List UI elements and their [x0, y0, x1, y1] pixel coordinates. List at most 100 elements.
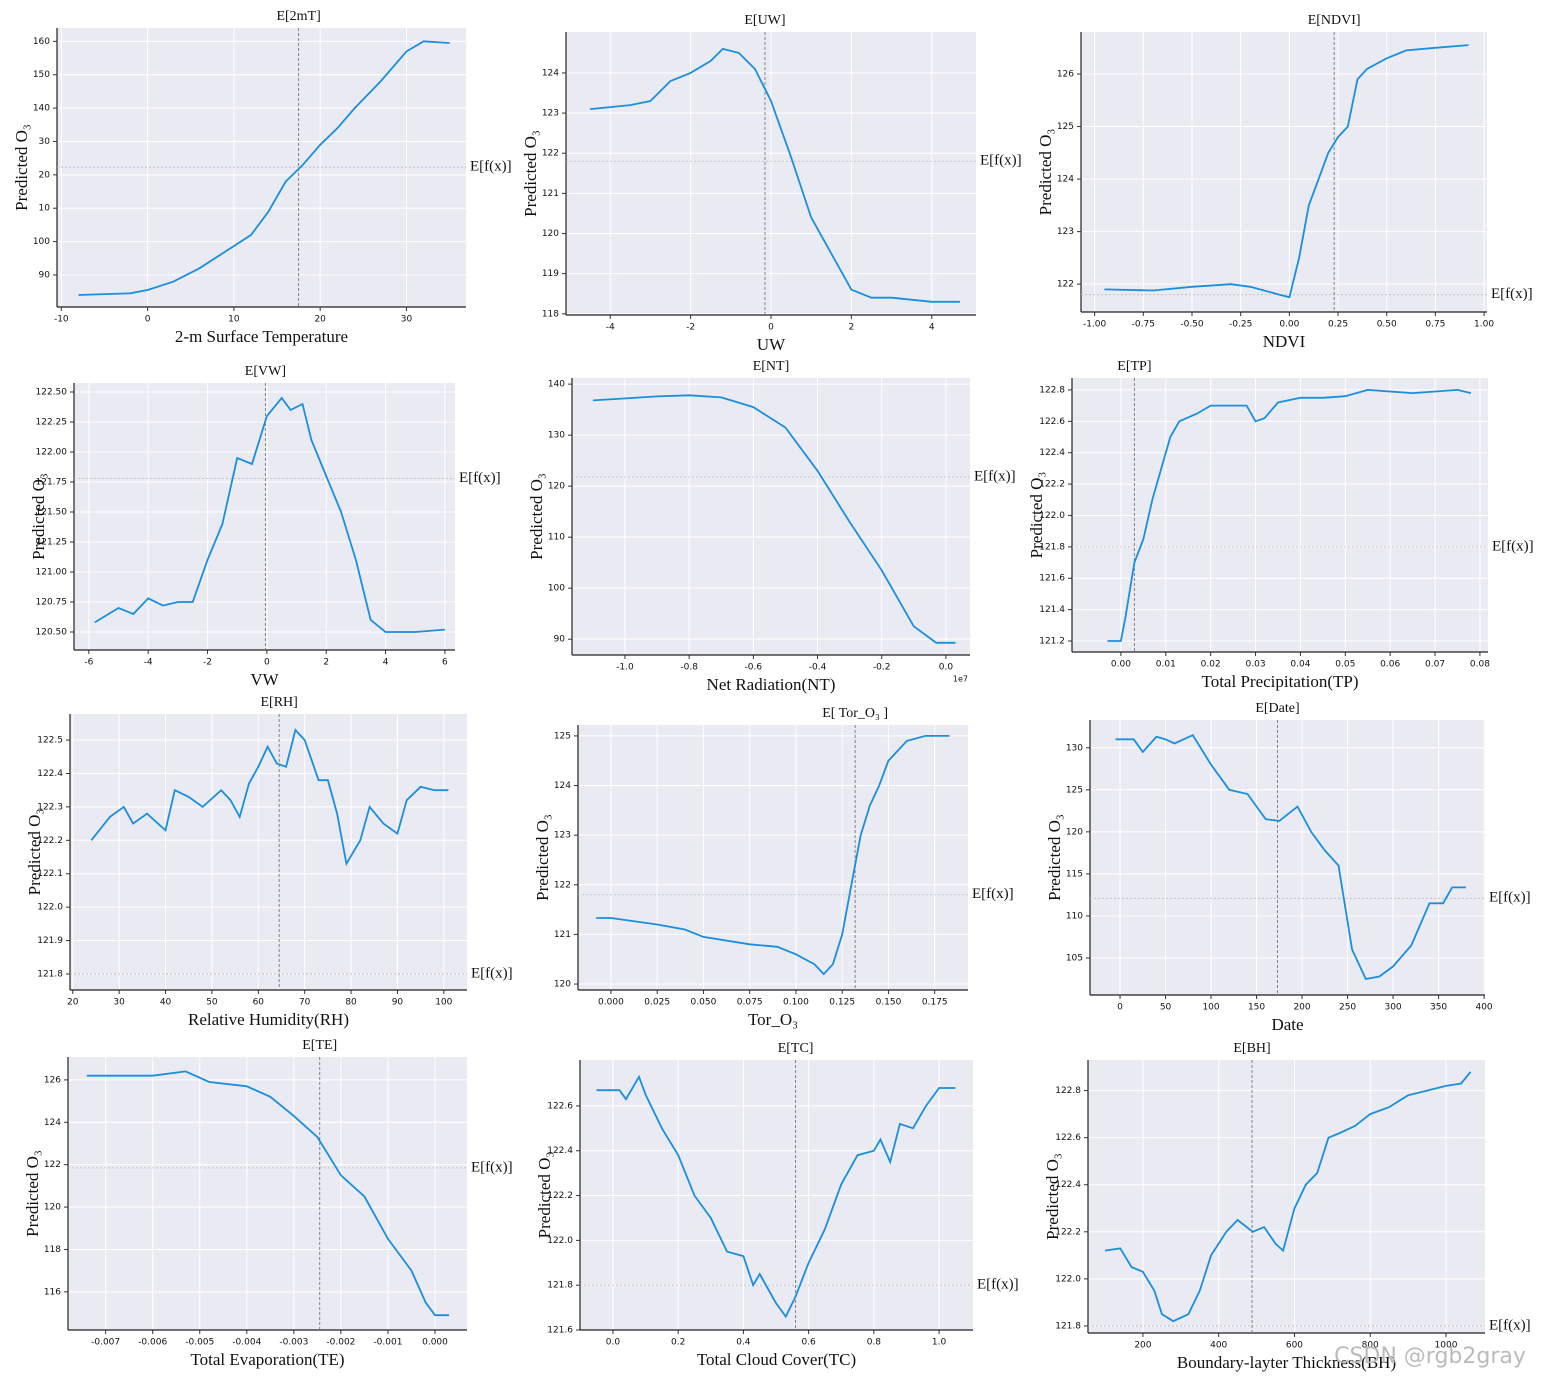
x-tick-label: 0.2: [671, 1338, 685, 1348]
y-tick-label: 126: [44, 1075, 61, 1085]
y-tick-label: 121.75: [36, 478, 68, 488]
y-tick-label: 121.25: [36, 538, 68, 548]
x-tick-label: 1.0: [932, 1338, 947, 1348]
x-tick-label: -0.002: [326, 1338, 355, 1348]
x-tick-label: 100: [435, 998, 452, 1008]
subplot: 200 400 600 800 1000 121.8 122.0 122.2 122.4 122.…: [1043, 1041, 1531, 1372]
x-tick-label: -0.75: [1132, 320, 1155, 330]
subplot-title: E[NT]: [753, 359, 790, 374]
y-axis-label: Predicted O₃: [1045, 814, 1064, 901]
x-offset-label: 1e7: [953, 675, 968, 684]
x-tick-label: -0.001: [373, 1338, 402, 1348]
y-tick-label: 121.9: [37, 936, 63, 946]
y-tick-label: 120: [1066, 827, 1083, 837]
x-tick-label: 0.125: [829, 998, 855, 1008]
y-axis-label: Predicted O₃: [1036, 129, 1055, 216]
y-tick-label: 122.0: [37, 903, 63, 913]
subplot: -10 0 10 20 30 90 100 10 20 30 140 150 160 E[f(x)] E[2…: [12, 9, 512, 346]
y-tick-label: 140: [33, 104, 50, 114]
y-axis-label: Predicted O₃: [25, 809, 44, 896]
x-tick-label: 0.07: [1425, 660, 1445, 670]
subplot-title: E[2mT]: [276, 9, 320, 24]
x-axis-label: 2-m Surface Temperature: [175, 327, 348, 346]
x-tick-label: 0: [768, 323, 774, 333]
y-axis-label: Predicted O₃: [521, 130, 540, 217]
x-tick-label: 10: [228, 315, 240, 325]
y-tick-label: 122.0: [1039, 511, 1065, 521]
y-tick-label: 125: [1057, 122, 1074, 132]
y-tick-label: 110: [548, 533, 565, 543]
x-tick-label: 1.00: [1474, 320, 1494, 330]
x-tick-label: 0.50: [1377, 320, 1397, 330]
x-tick-label: 0.05: [1335, 660, 1355, 670]
x-tick-label: -10: [54, 315, 69, 325]
subplot-title: E[VW]: [245, 364, 286, 379]
x-tick-label: 70: [299, 998, 311, 1008]
x-tick-label: -0.004: [232, 1338, 261, 1348]
y-tick-label: 122.5: [37, 736, 63, 746]
x-tick-label: 0.150: [876, 998, 902, 1008]
expected-value-label: E[f(x)]: [977, 1277, 1019, 1293]
y-tick-label: 122.2: [37, 836, 63, 846]
y-axis-label: Predicted O₃: [1043, 1153, 1062, 1240]
x-tick-label: -0.005: [185, 1338, 214, 1348]
plot-area: [572, 378, 970, 655]
y-tick-label: 121.00: [36, 568, 68, 578]
y-tick-label: 122: [542, 149, 559, 159]
y-tick-label: 160: [33, 37, 50, 47]
x-tick-label: 0.050: [691, 998, 717, 1008]
x-tick-label: 400: [1475, 1003, 1492, 1013]
x-tick-label: -0.4: [809, 663, 827, 673]
y-tick-label: 124: [542, 68, 559, 78]
y-tick-label: 121.2: [1039, 637, 1065, 647]
x-tick-label: 800: [1362, 1341, 1379, 1351]
y-tick-label: 90: [39, 270, 51, 280]
plot-area: [1081, 32, 1487, 312]
expected-value-label: E[f(x)]: [972, 886, 1014, 902]
x-axis-label: Relative Humidity(RH): [188, 1010, 349, 1029]
y-tick-label: 120.50: [36, 628, 68, 638]
x-tick-label: 60: [253, 998, 265, 1008]
x-tick-label: 0: [264, 658, 270, 668]
expected-value-label: E[f(x)]: [1492, 538, 1534, 554]
expected-value-label: E[f(x)]: [459, 470, 501, 486]
pdp-line: [590, 47, 960, 303]
x-tick-label: 0.025: [644, 998, 670, 1008]
y-axis-label: Predicted O₃: [12, 124, 31, 211]
expected-value-label: E[f(x)]: [470, 159, 512, 175]
y-tick-label: 121.6: [1039, 574, 1065, 584]
y-tick-label: 122: [554, 880, 571, 890]
y-tick-label: 118: [44, 1245, 61, 1255]
x-tick-label: 1000: [1435, 1341, 1458, 1351]
subplot-title: E[ Tor_O₃ ]: [822, 706, 888, 721]
x-tick-label: -0.25: [1229, 320, 1252, 330]
pdp-line: [596, 1074, 956, 1319]
x-axis-label: VW: [250, 670, 279, 689]
y-tick-label: 123: [1057, 227, 1074, 237]
y-tick-label: 122.8: [1039, 385, 1065, 395]
plot-area: [70, 714, 467, 990]
subplot: -0.007 -0.006 -0.005 -0.004 -0.003 -0.002 -0.0…: [23, 1038, 513, 1369]
y-tick-label: 122.0: [1055, 1274, 1081, 1284]
x-axis-label: Total Evaporation(TE): [190, 1350, 344, 1369]
plot-area: [580, 1060, 973, 1330]
y-tick-label: 20: [39, 170, 51, 180]
x-tick-label: -0.006: [138, 1338, 167, 1348]
subplot: -1.0 -0.8 -0.6 -0.4 -0.2 0.0 90 100 110 120 130 140…: [527, 359, 1016, 694]
y-tick-label: 122.2: [1055, 1227, 1081, 1237]
x-tick-label: 2: [323, 658, 329, 668]
expected-value-label: E[f(x)]: [1489, 890, 1531, 906]
y-axis-label: Predicted O₃: [1027, 472, 1046, 559]
y-tick-label: 30: [39, 137, 51, 147]
x-tick-label: 0.08: [1470, 660, 1490, 670]
subplot-title: E[BH]: [1233, 1041, 1270, 1056]
x-axis-label: Date: [1271, 1015, 1303, 1034]
x-tick-label: 0: [1117, 1003, 1123, 1013]
x-tick-label: 250: [1339, 1003, 1356, 1013]
y-axis-label: Predicted O₃: [533, 814, 552, 901]
x-tick-label: -0.8: [680, 663, 698, 673]
x-tick-label: 0.0: [939, 663, 954, 673]
x-tick-label: 300: [1384, 1003, 1401, 1013]
x-tick-label: 4: [383, 658, 389, 668]
